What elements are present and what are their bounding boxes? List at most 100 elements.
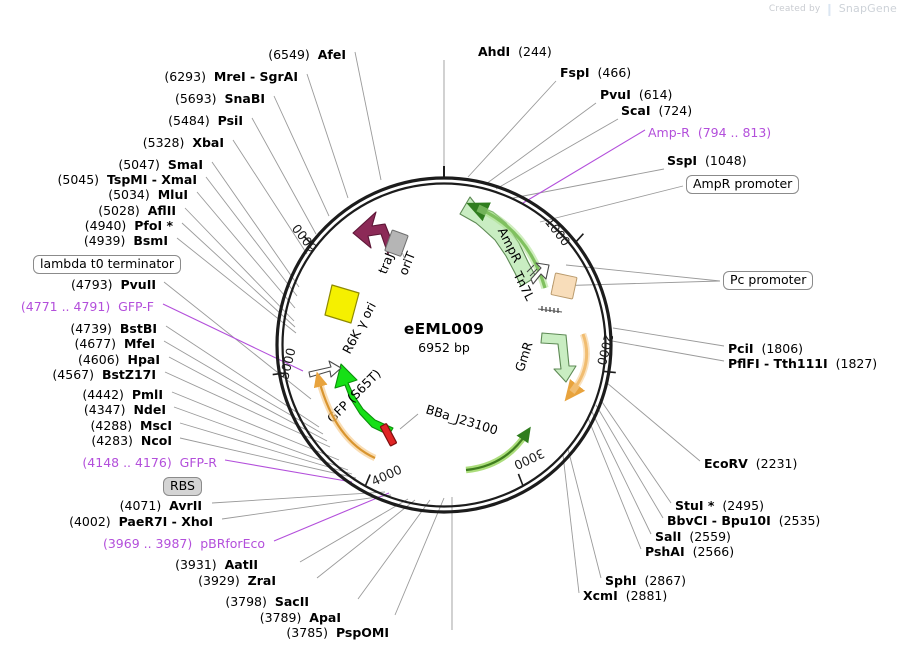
feature-ampr[interactable]: AmpR <box>459 196 549 290</box>
feature-badge-ampr-promoter[interactable]: AmpR promoter <box>686 175 800 194</box>
feature-gmr[interactable]: GmR <box>512 332 577 383</box>
site-label-pflfi[interactable]: PflFI - Tth111I (1827) <box>728 357 877 370</box>
feature-badge-rbs[interactable]: RBS <box>163 477 202 496</box>
site-label-mlui[interactable]: (5034) MluI <box>108 188 188 201</box>
watermark-prefix: Created by <box>768 3 821 14</box>
site-label-pvui[interactable]: PvuI (614) <box>600 88 672 101</box>
label-name: EcoRV <box>704 456 748 471</box>
primer-label-gfp-r[interactable]: (4148 .. 4176) GFP-R <box>82 456 217 469</box>
site-label-pshai[interactable]: PshAI (2566) <box>645 545 734 558</box>
leader-lines <box>163 51 725 630</box>
label-name: SphI <box>605 573 637 588</box>
label-position: (1806) <box>761 341 804 356</box>
site-label-snabi[interactable]: (5693) SnaBI <box>175 92 265 105</box>
site-label-fspi[interactable]: FspI (466) <box>560 66 631 79</box>
site-label-xbai[interactable]: (5328) XbaI <box>143 136 224 149</box>
site-label-afei[interactable]: (6549) AfeI <box>268 48 346 61</box>
feature-orange-arc-right[interactable] <box>564 332 590 402</box>
site-label-aatii[interactable]: (3931) AatII <box>175 558 258 571</box>
site-label-ncoi[interactable]: (4283) NcoI <box>91 434 172 447</box>
site-label-smai[interactable]: (5047) SmaI <box>118 158 203 171</box>
site-label-pmli[interactable]: (4442) PmlI <box>82 388 163 401</box>
label-name: PmlI <box>131 387 163 402</box>
label-position: (5034) <box>108 187 150 202</box>
feature-badge-lambda-t0-terminator[interactable]: lambda t0 terminator <box>33 255 182 274</box>
label-position: (3929) <box>198 573 240 588</box>
label-name: MscI <box>140 418 172 433</box>
site-label-paer7i[interactable]: (4002) PaeR7I - XhoI <box>69 515 213 528</box>
label-position: (2559) <box>689 529 731 544</box>
label-name: PsiI <box>217 113 243 128</box>
label-position: (4071) <box>119 498 162 513</box>
site-label-bstz17i[interactable]: (4567) BstZ17I <box>52 368 156 381</box>
site-label-tspmi[interactable]: (5045) TspMI - XmaI <box>57 173 197 186</box>
site-label-ahdi[interactable]: AhdI (244) <box>478 45 552 58</box>
label-position: (614) <box>638 87 673 102</box>
site-label-bbvci[interactable]: BbvCI - Bpu10I (2535) <box>667 514 820 527</box>
label-name: AflII <box>147 203 176 218</box>
site-label-bsmi[interactable]: (4939) BsmI <box>84 234 168 247</box>
tick-label-5000: 5000 <box>276 346 298 381</box>
feature-green-arc-bottom[interactable] <box>465 426 531 474</box>
feature-r6k-ori[interactable]: R6K γ ori <box>324 284 379 356</box>
site-label-sphi[interactable]: SphI (2867) <box>605 574 686 587</box>
site-label-apai[interactable]: (3789) ApaI <box>260 611 341 624</box>
label-position: (4677) <box>74 336 117 351</box>
site-label-mfei[interactable]: (4677) MfeI <box>74 337 155 350</box>
label-name: FspI <box>560 65 590 80</box>
site-label-mrei[interactable]: (6293) MreI - SgrAI <box>164 70 298 83</box>
label-name: ScaI <box>621 103 651 118</box>
label-position: (5045) <box>57 172 100 187</box>
feature-pc-promoter-box[interactable] <box>550 272 578 300</box>
tick-label-2000: 2000 <box>594 332 616 367</box>
label-position: (6293) <box>164 69 206 84</box>
site-label-sali[interactable]: SalI (2559) <box>655 530 731 543</box>
label-name: BbvCI - Bpu10I <box>667 513 771 528</box>
plasmid-backbone <box>275 166 613 514</box>
site-label-zrai[interactable]: (3929) ZraI <box>198 574 276 587</box>
site-label-aflii[interactable]: (5028) AflII <box>98 204 176 217</box>
label-position: (5693) <box>174 91 217 106</box>
label-name: XcmI <box>583 588 618 603</box>
label-position: (2566) <box>692 544 735 559</box>
primer-label-gfp-f[interactable]: (4771 .. 4791) GFP-F <box>21 300 154 313</box>
site-label-pspomi[interactable]: (3785) PspOMI <box>286 626 389 639</box>
feature-orange-arc-left[interactable] <box>313 371 377 461</box>
label-position: (3789) <box>259 610 302 625</box>
site-label-ecorv[interactable]: EcoRV (2231) <box>704 457 797 470</box>
label-name: MluI <box>157 187 188 202</box>
site-label-psii[interactable]: (5484) PsiI <box>168 114 243 127</box>
site-label-pcii[interactable]: PciI (1806) <box>728 342 803 355</box>
promoter-hatch-icon <box>537 306 563 313</box>
label-name: NdeI <box>133 402 166 417</box>
label-name: AatII <box>224 557 258 572</box>
site-label-sacii[interactable]: (3798) SacII <box>225 595 309 608</box>
site-label-xcmi[interactable]: XcmI (2881) <box>583 589 667 602</box>
watermark-brand: SnapGene <box>838 2 897 15</box>
site-label-hpai[interactable]: (4606) HpaI <box>78 353 160 366</box>
feature-badge-pc-promoter[interactable]: Pc promoter <box>723 271 814 290</box>
primer-label-pbrforeco[interactable]: (3969 .. 3987) pBRforEco <box>103 537 265 550</box>
label-position: (5328) <box>142 135 185 150</box>
primer-leader-lines <box>162 129 646 542</box>
site-label-pvuii[interactable]: (4793) PvuII <box>71 278 156 291</box>
site-label-avrii[interactable]: (4071) AvrII <box>120 499 202 512</box>
label-position: (4771 .. 4791) <box>20 299 111 314</box>
site-label-ndei[interactable]: (4347) NdeI <box>84 403 166 416</box>
label-name: ApaI <box>309 610 341 625</box>
feature-bba-j23100[interactable]: BBa_J23100 <box>379 402 500 447</box>
site-label-bstbi[interactable]: (4739) BstBI <box>70 322 157 335</box>
feature-orit[interactable]: oriT <box>384 229 419 277</box>
site-label-msci[interactable]: (4288) MscI <box>91 419 172 432</box>
site-label-sspi[interactable]: SspI (1048) <box>667 154 747 167</box>
primer-label-amp-r[interactable]: Amp-R (794 .. 813) <box>648 126 771 139</box>
plasmid-name: eEML009 <box>403 320 485 338</box>
feature-traj[interactable]: traJ <box>352 211 397 276</box>
label-name: PfoI * <box>134 218 173 233</box>
feature-promoter-arrow-left[interactable] <box>308 360 342 378</box>
site-label-stui[interactable]: StuI * (2495) <box>675 499 764 512</box>
site-label-scai[interactable]: ScaI (724) <box>621 104 692 117</box>
site-label-pfoi[interactable]: (4940) PfoI * <box>85 219 173 232</box>
label-name: SmaI <box>167 157 203 172</box>
